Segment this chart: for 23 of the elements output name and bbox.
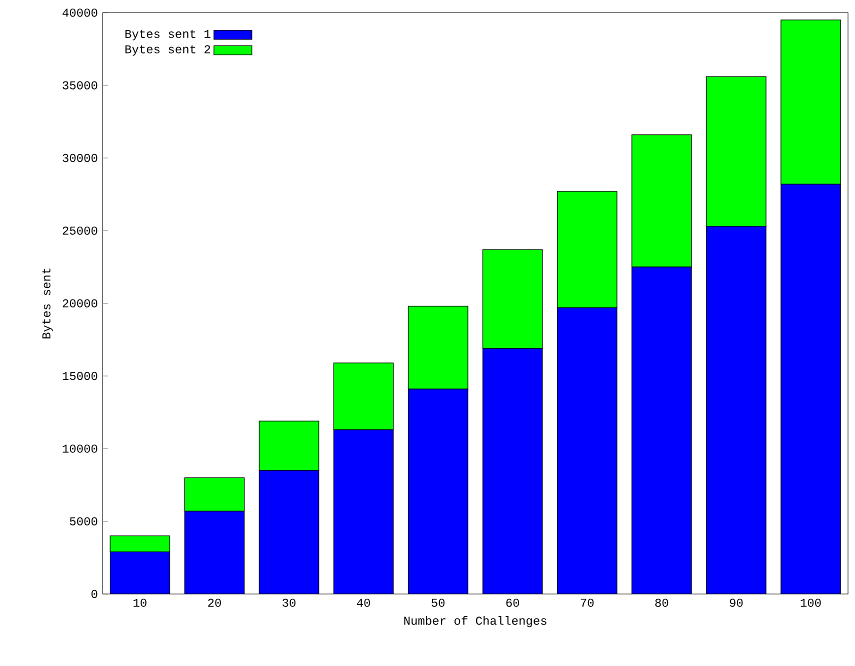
x-tick-label: 90 (730, 598, 743, 607)
x-tick-label: 60 (506, 598, 520, 607)
y-tick-label: 25000 (62, 226, 98, 235)
y-tick-label: 35000 (62, 81, 98, 90)
x-axis-title: Number of Challenges (404, 616, 546, 628)
legend-label: Bytes sent 1 (125, 30, 210, 40)
y-tick-label: 0 (91, 590, 98, 598)
x-tick-label: 80 (655, 598, 668, 607)
x-tick-label: 40 (356, 598, 370, 607)
x-tick-label: 100 (800, 598, 821, 607)
legend-label: Bytes sent 2 (125, 45, 210, 56)
x-tick-label: 20 (208, 598, 221, 607)
x-tick-label: 30 (282, 598, 296, 607)
y-tick-label: 20000 (62, 299, 98, 308)
x-tick-label: 10 (134, 598, 146, 607)
y-tick-label: 15000 (62, 372, 98, 380)
x-tick-label: 70 (580, 598, 594, 607)
y-tick-label: 5000 (70, 517, 98, 526)
y-tick-label: 30000 (62, 154, 98, 162)
y-axis-title: Bytes sent (42, 268, 53, 338)
y-tick-label: 10000 (62, 444, 98, 453)
y-tick-label: 40000 (62, 8, 98, 17)
x-tick-label: 50 (432, 598, 445, 607)
